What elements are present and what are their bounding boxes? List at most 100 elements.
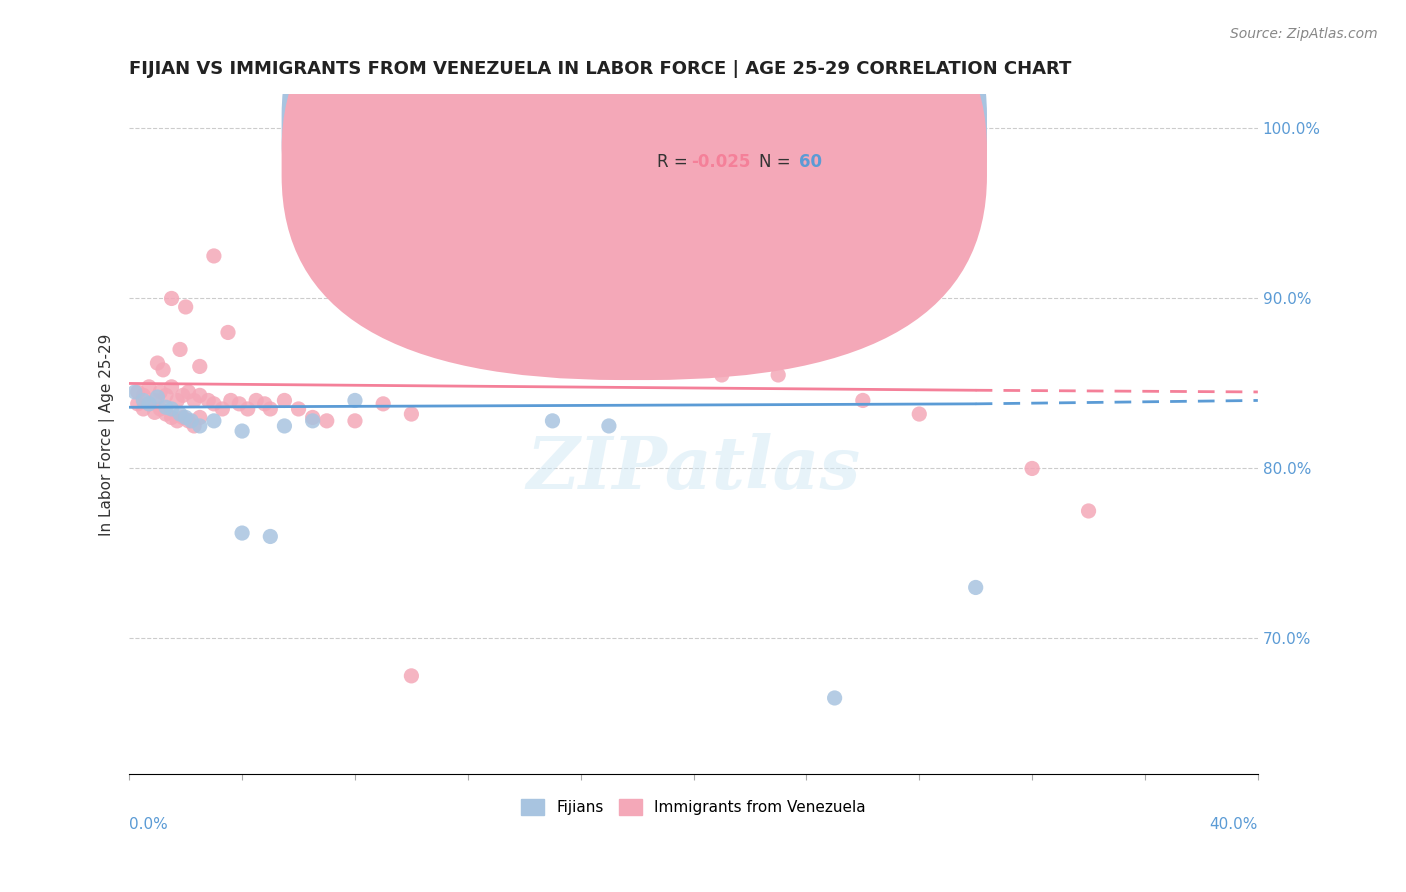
Point xyxy=(169,343,191,357)
Point xyxy=(1021,461,1043,475)
Point xyxy=(188,410,211,425)
Point xyxy=(231,424,253,438)
Point xyxy=(138,397,160,411)
Text: N =: N = xyxy=(759,153,790,171)
Point xyxy=(143,393,166,408)
Point xyxy=(188,359,211,374)
Point xyxy=(160,401,183,416)
Text: R =: R = xyxy=(658,153,688,171)
Point xyxy=(485,300,508,314)
Point xyxy=(177,384,200,399)
Point xyxy=(127,384,149,399)
Point xyxy=(236,401,259,416)
Point xyxy=(612,356,634,370)
Point xyxy=(228,397,250,411)
FancyBboxPatch shape xyxy=(603,98,908,193)
Point xyxy=(273,393,295,408)
Point xyxy=(155,388,177,402)
Point xyxy=(149,401,172,416)
Point xyxy=(710,368,733,382)
Point xyxy=(401,669,423,683)
Point xyxy=(598,419,620,434)
Point xyxy=(343,393,366,408)
Point xyxy=(152,363,174,377)
Point xyxy=(301,410,323,425)
Point xyxy=(183,419,205,434)
Point xyxy=(138,397,160,411)
Point xyxy=(569,346,592,360)
Point xyxy=(166,393,188,408)
FancyBboxPatch shape xyxy=(281,0,987,380)
Point xyxy=(172,410,194,425)
Text: ZIPatlas: ZIPatlas xyxy=(526,433,860,504)
Text: N =: N = xyxy=(759,120,790,137)
Text: Source: ZipAtlas.com: Source: ZipAtlas.com xyxy=(1230,27,1378,41)
Point xyxy=(138,380,160,394)
Point xyxy=(155,407,177,421)
Point xyxy=(160,292,183,306)
Point xyxy=(908,407,931,421)
Text: FIJIAN VS IMMIGRANTS FROM VENEZUELA IN LABOR FORCE | AGE 25-29 CORRELATION CHART: FIJIAN VS IMMIGRANTS FROM VENEZUELA IN L… xyxy=(129,60,1071,78)
Point xyxy=(188,388,211,402)
Point xyxy=(287,401,309,416)
Point xyxy=(174,410,197,425)
Point xyxy=(149,384,172,399)
Point xyxy=(273,419,295,434)
Point xyxy=(654,363,676,377)
Point xyxy=(315,414,337,428)
Point xyxy=(401,172,423,186)
Point xyxy=(259,401,281,416)
Point xyxy=(245,393,267,408)
Point xyxy=(211,401,233,416)
Text: 0.0%: 0.0% xyxy=(129,817,167,832)
Point xyxy=(852,393,875,408)
Point xyxy=(219,393,242,408)
Point xyxy=(177,414,200,428)
Point xyxy=(160,410,183,425)
Point xyxy=(824,690,846,705)
Legend: Fijians, Immigrants from Venezuela: Fijians, Immigrants from Venezuela xyxy=(515,793,872,822)
Y-axis label: In Labor Force | Age 25-29: In Labor Force | Age 25-29 xyxy=(100,334,115,535)
Point xyxy=(197,393,219,408)
Point xyxy=(766,368,789,382)
Point xyxy=(401,407,423,421)
Point xyxy=(155,401,177,415)
Point xyxy=(231,526,253,541)
Point xyxy=(124,384,146,399)
Point xyxy=(127,397,149,411)
Point xyxy=(253,397,276,411)
Point xyxy=(202,249,225,263)
Point xyxy=(132,401,155,416)
FancyBboxPatch shape xyxy=(281,0,987,346)
Text: 40.0%: 40.0% xyxy=(1209,817,1258,832)
Point xyxy=(202,414,225,428)
Point xyxy=(301,414,323,428)
Point xyxy=(172,388,194,402)
Point xyxy=(132,388,155,402)
Point xyxy=(169,407,191,421)
Point xyxy=(166,414,188,428)
Point xyxy=(202,397,225,411)
Point xyxy=(160,380,183,394)
Point xyxy=(146,356,169,370)
Point xyxy=(541,414,564,428)
Point xyxy=(146,390,169,404)
Point xyxy=(343,414,366,428)
Point xyxy=(373,397,395,411)
Text: -0.025: -0.025 xyxy=(692,153,751,171)
Text: 23: 23 xyxy=(799,120,821,137)
Point xyxy=(965,581,987,595)
Point xyxy=(180,414,202,428)
Point xyxy=(541,334,564,348)
Point xyxy=(188,419,211,434)
Point xyxy=(1077,504,1099,518)
Text: 0.025: 0.025 xyxy=(699,120,752,137)
Text: R =: R = xyxy=(658,120,688,137)
Point xyxy=(259,529,281,543)
Point xyxy=(132,393,155,408)
Point xyxy=(217,326,239,340)
Point xyxy=(143,405,166,419)
Point xyxy=(183,393,205,408)
Text: 60: 60 xyxy=(799,153,821,171)
Point xyxy=(174,300,197,314)
